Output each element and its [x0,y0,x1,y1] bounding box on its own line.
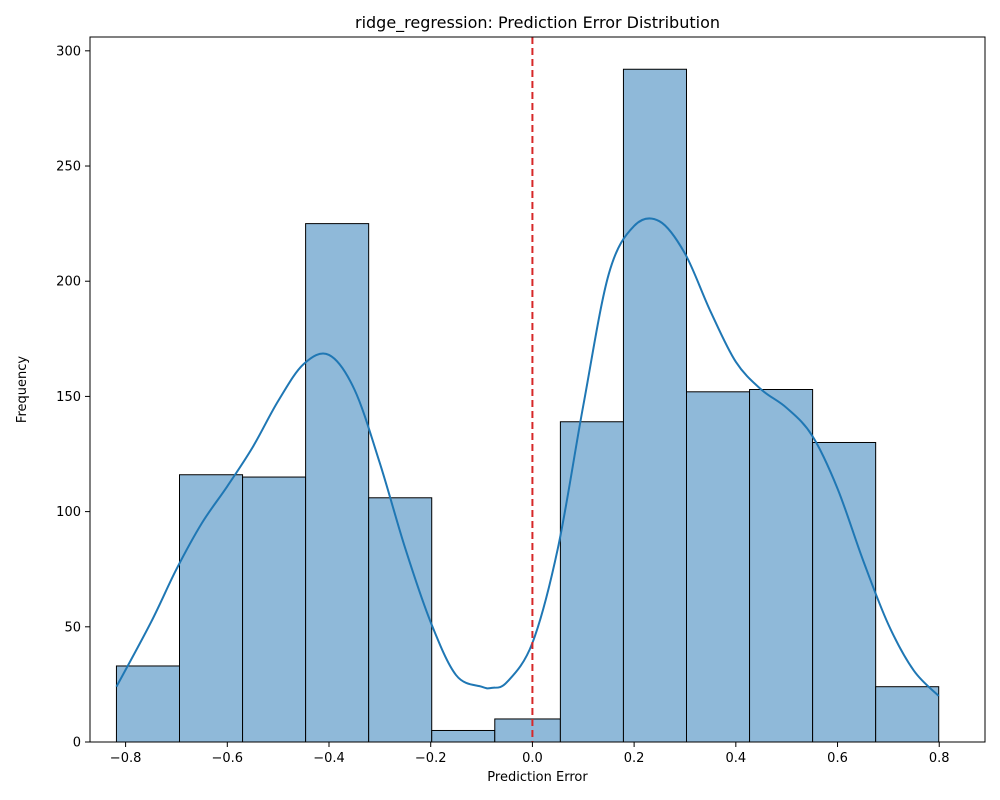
x-tick-label: 0.4 [725,751,746,766]
histogram-bar [115,665,181,743]
histogram-bar [749,389,814,743]
histogram-bar [812,441,877,743]
histogram-bar [242,476,307,743]
x-axis-ticks: −0.8 −0.6 −0.4 −0.2 0.0 0.2 0.4 0.6 0.8 [110,742,950,766]
chart-title: ridge_regression: Prediction Error Distr… [355,13,720,33]
y-tick-label: 200 [56,275,81,290]
histogram-bars [115,68,940,743]
x-tick-label: −0.8 [110,751,142,766]
x-tick-label: −0.2 [415,751,447,766]
histogram-bar [494,718,561,743]
y-axis-ticks: 0 50 100 150 200 250 300 [56,44,90,751]
y-tick-label: 100 [56,505,81,520]
x-tick-label: −0.4 [313,751,345,766]
y-tick-label: 300 [56,44,81,59]
histogram-bar [179,474,244,743]
x-tick-label: 0.2 [624,751,645,766]
y-axis-title: Frequency [15,356,30,423]
histogram-bar [875,686,940,743]
histogram-bar [305,223,370,743]
histogram-bar [685,391,751,743]
x-tick-label: −0.6 [212,751,244,766]
x-tick-label: 0.6 [827,751,848,766]
histogram-bar [559,421,624,743]
histogram-bar [431,729,496,743]
x-tick-label: 0.0 [522,751,543,766]
histogram-bar [368,497,433,743]
y-tick-label: 50 [64,620,81,635]
x-axis-title: Prediction Error [487,770,588,785]
y-tick-label: 150 [56,390,81,405]
y-tick-label: 250 [56,160,81,175]
plot-frame [89,36,986,743]
x-tick-label: 0.8 [929,751,950,766]
y-tick-label: 0 [73,736,81,751]
histogram-bar [622,68,687,743]
